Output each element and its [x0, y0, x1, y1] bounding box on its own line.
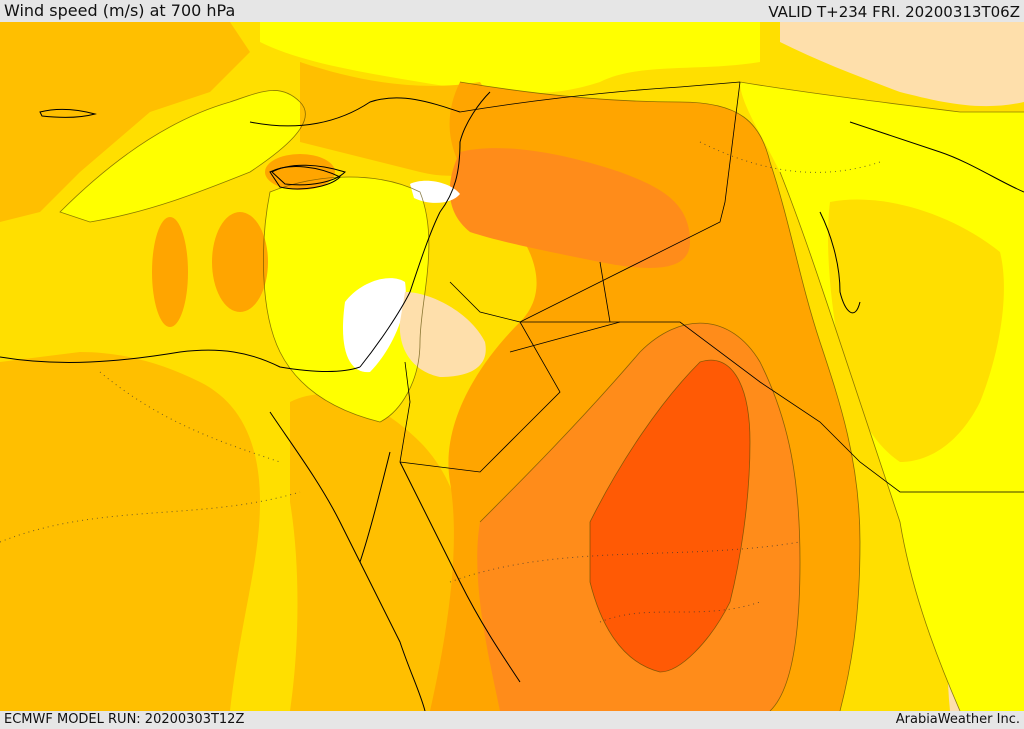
contour-lines — [59, 81, 1024, 711]
contour-amber-south-central — [290, 394, 470, 711]
borders — [399, 81, 1024, 493]
title-bar — [0, 0, 1024, 22]
valid-time: VALID T+234 FRI. 20200313T06Z — [768, 3, 1020, 21]
coastlines — [0, 91, 1024, 711]
map-title: Wind speed (m/s) at 700 hPa — [4, 1, 236, 20]
contour-white-north — [410, 180, 460, 203]
footer-bar — [0, 711, 1024, 729]
contour-pale-northeast — [780, 22, 1024, 107]
model-run: ECMWF MODEL RUN: 20200303T12Z — [4, 712, 245, 727]
contour-yellow-west — [0, 22, 250, 222]
contour-dark-orange-core — [590, 360, 750, 672]
contour-orange-syria — [449, 148, 690, 268]
contour-yellow-mediterranean — [60, 90, 306, 222]
wind-speed-map — [0, 22, 1024, 711]
contour-amber-blob-1 — [152, 217, 188, 327]
contour-amber-west — [0, 352, 260, 711]
contour-amber-blob-3 — [265, 154, 335, 190]
cyprus-island — [271, 164, 346, 186]
contour-yellow-sinai — [263, 177, 429, 422]
dotted-lines — [0, 141, 881, 623]
contour-amber-blob-2 — [212, 212, 268, 312]
contour-gold-gulf — [828, 199, 1004, 462]
contour-yellow-north — [260, 22, 760, 94]
crete-island — [39, 108, 97, 118]
contour-pale-jordan — [399, 292, 486, 377]
credit: ArabiaWeather Inc. — [895, 712, 1020, 727]
contour-white-lowwind — [342, 278, 406, 373]
